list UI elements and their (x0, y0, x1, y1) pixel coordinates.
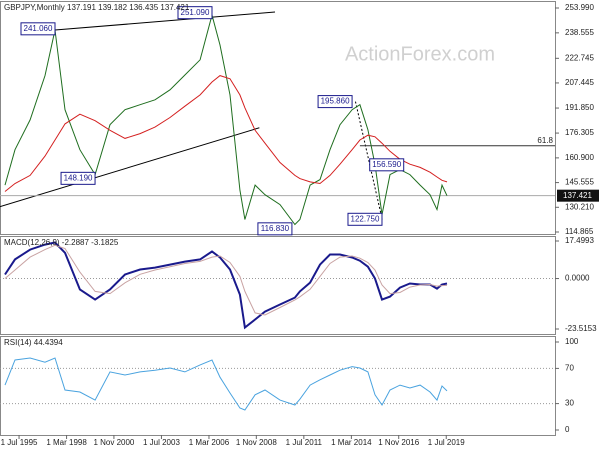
x-tick-label: 1 Nov 2000 (93, 438, 134, 447)
series-line (4, 241, 448, 330)
y-tick-label: 114.865 (565, 227, 594, 236)
y-tick-label: 100 (565, 337, 579, 346)
annotation-box (177, 6, 213, 20)
y-tick-label: 145.555 (565, 178, 594, 187)
y-tick-label: 176.305 (565, 128, 594, 137)
annotation-box (347, 212, 383, 226)
y-tick-label: 70 (565, 364, 574, 373)
x-tick-label: 1 Jul 2011 (286, 438, 323, 447)
last-price-box (557, 189, 599, 202)
annotation-box (60, 171, 96, 185)
panel-title: RSI(14) 44.4394 (4, 338, 63, 347)
annotation-label: 122.750 (351, 214, 380, 223)
x-tick-label: 1 Jul 1995 (1, 438, 38, 447)
annotation-label: 251.090 (181, 8, 210, 17)
y-tick-label: 191.850 (565, 103, 594, 112)
x-tick-label: 1 Nov 2016 (378, 438, 419, 447)
series-line (4, 75, 448, 192)
annotation-box (317, 95, 353, 109)
y-tick-label: 238.555 (565, 28, 594, 37)
annotation-label: 156.590 (372, 160, 401, 169)
panel-frame (0, 336, 556, 436)
last-price-label: 137.421 (563, 191, 592, 200)
x-tick-label: 1 Jul 2019 (428, 438, 465, 447)
panel-title: GBPJPY,Monthly 137.191 139.182 136.435 1… (4, 3, 190, 12)
y-tick-label: 253.990 (565, 3, 594, 12)
annotation-label: 195.860 (321, 97, 350, 106)
series-line (4, 244, 448, 316)
fib-label: 61.8 (537, 136, 553, 145)
x-tick-label: 1 Mar 2014 (331, 438, 372, 447)
watermark: ActionForex.com (345, 43, 495, 65)
x-tick-label: 1 Mar 2006 (189, 438, 230, 447)
y-tick-label: -23.5153 (565, 324, 597, 333)
panel-frame (0, 236, 556, 335)
y-tick-label: 0 (565, 425, 570, 434)
trend-line (354, 101, 383, 220)
annotation-label: 148.190 (64, 173, 93, 182)
y-tick-label: 17.4993 (565, 236, 594, 245)
y-tick-label: 207.445 (565, 78, 594, 87)
annotation-label: 241.060 (24, 24, 53, 33)
panel-frame (0, 1, 556, 235)
trend-line (54, 11, 276, 31)
series-line (4, 357, 448, 411)
x-tick-label: 1 Mar 1998 (46, 438, 87, 447)
x-tick-label: 1 Nov 2008 (236, 438, 277, 447)
y-tick-label: 130.210 (565, 202, 594, 211)
y-tick-label: 222.745 (565, 53, 594, 62)
annotation-box (369, 158, 405, 172)
x-tick-label: 1 Jul 2003 (143, 438, 180, 447)
y-tick-label: 0.0000 (565, 274, 590, 283)
y-tick-label: 30 (565, 399, 574, 408)
annotation-label: 116.830 (261, 224, 290, 233)
trend-line (0, 127, 260, 208)
y-tick-label: 160.900 (565, 153, 594, 162)
annotation-box (257, 222, 293, 236)
annotation-box (20, 22, 56, 36)
panel-title: MACD(12,26,9) -2.2887 -3.1825 (4, 238, 119, 247)
series-line (4, 13, 448, 226)
